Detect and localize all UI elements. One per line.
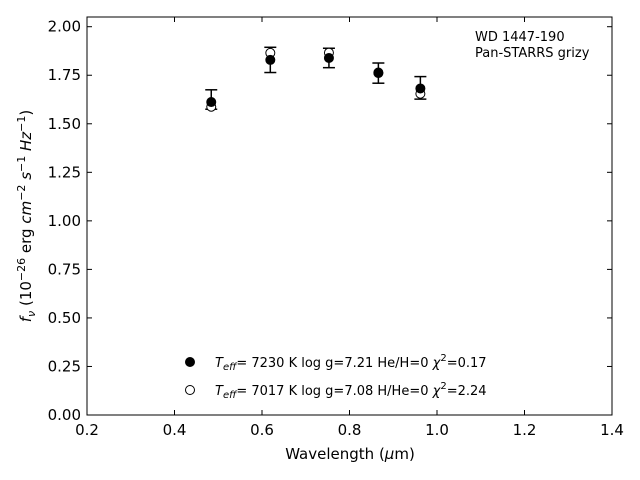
y-tick-label: 1.00 <box>48 212 81 230</box>
legend-entry-2: Teff= 7017 K log g=7.08 H/He=0 χ2=2.24 <box>215 381 487 401</box>
filled-circle-point <box>373 68 384 79</box>
y-tick-label: 2.00 <box>48 18 81 36</box>
x-tick-label: 0.6 <box>250 421 274 439</box>
y-tick-label: 0.00 <box>48 406 81 424</box>
legend-entry-1: Teff= 7230 K log g=7.21 He/H=0 χ2=0.17 <box>215 353 487 373</box>
plot-frame <box>86 16 613 416</box>
filled-circle-point <box>265 54 276 65</box>
y-axis-label: fν (10−26 erg cm−2 s−1 Hz−1) <box>15 110 38 322</box>
filled-circle-point <box>206 97 217 108</box>
x-tick-label: 0.4 <box>163 421 187 439</box>
x-tick-label: 1.0 <box>425 421 449 439</box>
x-tick-label: 0.8 <box>338 421 362 439</box>
y-tick-label: 1.75 <box>48 66 81 84</box>
x-axis-label: Wavelength (µm) <box>285 445 415 463</box>
x-tick-label: 0.2 <box>75 421 99 439</box>
annotation-object: WD 1447-190 <box>475 30 565 45</box>
y-tick-label: 1.50 <box>48 115 81 133</box>
legend-marker-filled <box>185 357 195 367</box>
x-tick-label: 1.2 <box>513 421 537 439</box>
y-tick-label: 1.25 <box>48 163 81 181</box>
x-tick-label: 1.4 <box>600 421 624 439</box>
legend-marker-open <box>185 385 195 395</box>
filled-circle-point <box>415 83 426 94</box>
y-tick-label: 0.75 <box>48 260 81 278</box>
annotation-survey: Pan-STARRS grizy <box>475 46 590 61</box>
plot-area: 0.2 0.4 0.6 0.8 1.0 1.2 1.4 0.00 0.25 0.50 0.75 1.0… <box>48 17 624 439</box>
legend: Teff= 7230 K log g=7.21 He/H=0 χ2=0.17 T… <box>185 353 487 401</box>
y-tick-label: 0.25 <box>48 357 81 375</box>
y-tick-label: 0.50 <box>48 309 81 327</box>
filled-circle-point <box>323 52 334 63</box>
